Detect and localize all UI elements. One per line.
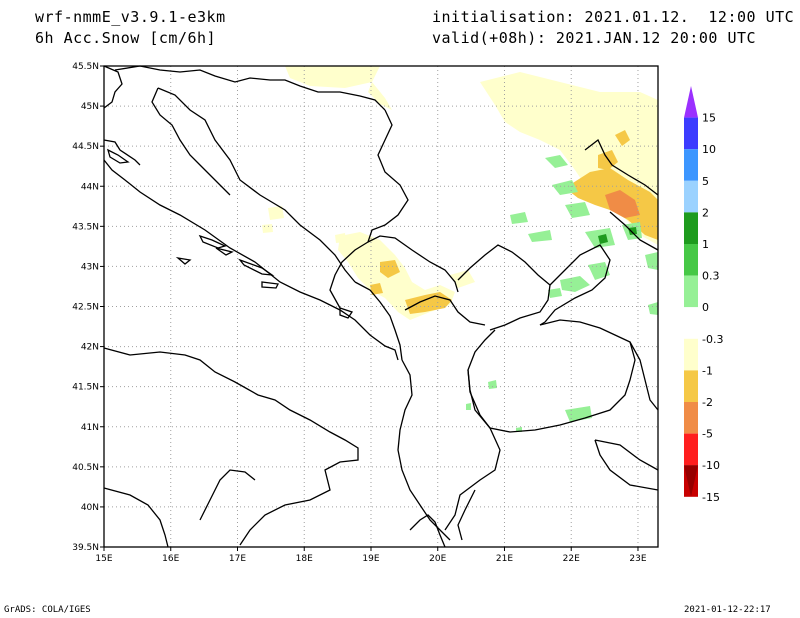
lon-label: 18E: [296, 554, 313, 564]
coastlines-borders: [103, 65, 659, 548]
lat-label: 43N: [81, 262, 99, 272]
colorbar-label: 1: [702, 238, 709, 251]
lon-label: 21E: [496, 554, 513, 564]
lon-label: 15E: [95, 554, 112, 564]
valid-time: valid(+08h): 2021.JAN.12 20:00 UTC: [432, 29, 757, 47]
lon-label: 19E: [362, 554, 379, 564]
lon-label: 17E: [229, 554, 246, 564]
colorbar-swatch: [684, 370, 698, 402]
colorbar: 15 10 5 2 1 0.3 0 -0.3 -1 -2 -5 -10 -15: [684, 86, 723, 504]
lat-label: 41N: [81, 423, 99, 433]
colorbar-label: 10: [702, 143, 716, 156]
lon-label: 20E: [429, 554, 446, 564]
colorbar-label: 0.3: [702, 270, 720, 283]
lat-label: 44.5N: [72, 142, 99, 152]
colorbar-swatch: [684, 180, 698, 213]
colorbar-label: -5: [702, 428, 713, 441]
colorbar-label: -0.3: [702, 333, 723, 346]
colorbar-swatch: [684, 338, 698, 371]
colorbar-swatch: [684, 433, 698, 466]
lon-label: 16E: [162, 554, 179, 564]
lon-label: 22E: [563, 554, 580, 564]
colorbar-swatch: [684, 307, 698, 339]
lat-label: 40N: [81, 503, 99, 513]
colorbar-label: 0: [702, 301, 709, 314]
colorbar-label: 2: [702, 206, 709, 219]
footer-left: GrADS: COLA/IGES: [4, 605, 91, 615]
colorbar-label: 15: [702, 112, 716, 125]
lat-label: 43.5N: [72, 222, 99, 232]
lon-label: 23E: [629, 554, 646, 564]
colorbar-label: -1: [702, 364, 713, 377]
snow-shading: [262, 66, 658, 432]
lat-label: 42.5N: [72, 303, 99, 313]
lat-label: 45N: [81, 102, 99, 112]
colorbar-swatch: [684, 275, 698, 308]
lat-label: 40.5N: [72, 463, 99, 473]
lat-label: 39.5N: [72, 543, 99, 553]
footer-right: 2021-01-12-22:17: [684, 605, 771, 615]
colorbar-swatch: [684, 465, 698, 497]
lat-label: 45.5N: [72, 62, 99, 72]
init-time: initialisation: 2021.01.12. 12:00 UTC: [432, 8, 795, 26]
model-title: wrf-nmmE_v3.9.1-e3km: [35, 8, 226, 26]
colorbar-label: -2: [702, 396, 713, 409]
lat-label: 44N: [81, 182, 99, 192]
lat-label: 42N: [81, 343, 99, 353]
colorbar-swatch: [684, 117, 698, 150]
colorbar-swatch: [684, 402, 698, 434]
colorbar-swatch: [684, 86, 698, 118]
colorbar-label: -10: [702, 459, 720, 472]
colorbar-label: -15: [702, 491, 720, 504]
colorbar-swatch: [684, 212, 698, 244]
colorbar-swatch: [684, 244, 698, 276]
colorbar-swatch: [684, 149, 698, 181]
lat-label: 41.5N: [72, 383, 99, 393]
field-title: 6h Acc.Snow [cm/6h]: [35, 29, 217, 47]
colorbar-label: 5: [702, 175, 709, 188]
